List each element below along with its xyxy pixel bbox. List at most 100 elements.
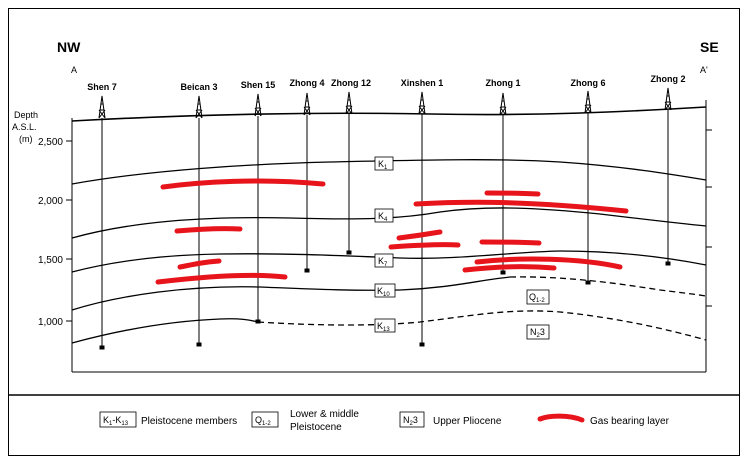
derrick-icon — [98, 95, 106, 119]
well-label-zhong-2: Zhong 2 — [651, 74, 686, 84]
horizon-k7-line — [71, 250, 707, 273]
well-label-shen-7: Shen 7 — [87, 82, 117, 92]
svg-text:K1-K13: K1-K13 — [103, 415, 129, 427]
well-zhong-6 — [584, 90, 592, 285]
horizon-k1-line — [71, 159, 707, 185]
well-label-zhong-6: Zhong 6 — [571, 78, 606, 88]
legend-q-text-line2: Pleistocene — [290, 422, 342, 433]
horizon-k13-line — [71, 318, 259, 344]
gas-layer — [388, 242, 461, 250]
y-axis-label-line3: (m) — [19, 134, 33, 144]
horizon-label-k13: K13 — [374, 318, 396, 333]
well-xinshen-1 — [418, 91, 426, 347]
y-axis-label-line2: A.S.L. — [12, 122, 37, 132]
section-end-left: A — [71, 65, 77, 75]
gas-layers — [155, 178, 629, 285]
svg-text:K1: K1 — [378, 159, 388, 171]
derrick-icon — [195, 95, 203, 119]
derrick-icon — [254, 93, 262, 117]
direction-right-label: SE — [700, 39, 719, 55]
well-td-marker — [419, 342, 425, 347]
svg-text:Q1-2: Q1-2 — [529, 292, 545, 304]
well-beican-3 — [195, 95, 203, 347]
y-axis-label-line1: Depth — [14, 110, 38, 120]
well-zhong-2 — [664, 87, 672, 266]
y-tick-label-1500: 1,500 — [38, 255, 63, 266]
gas-layer — [462, 264, 557, 273]
svg-text:N23: N23 — [403, 415, 418, 427]
legend-gas-swatch — [537, 413, 585, 423]
horizon-k13-dashed — [257, 310, 707, 341]
well-td-marker — [500, 270, 506, 275]
svg-text:K7: K7 — [378, 256, 388, 268]
legend-k-text: Pleistocene members — [141, 416, 237, 427]
unit-label-q12: Q1-2 — [526, 289, 550, 305]
y-tick-label-2500: 2,500 — [38, 137, 63, 148]
well-label-shen-15: Shen 15 — [241, 80, 276, 90]
legend-gas-entry: Gas bearing layer — [537, 413, 670, 427]
well-label-zhong-1: Zhong 1 — [486, 78, 521, 88]
y-tick-label-1000: 1,000 — [38, 317, 63, 328]
figure-frame — [8, 8, 740, 456]
svg-text:K4: K4 — [378, 211, 388, 223]
legend-q-box — [251, 411, 279, 428]
horizon-label-k7: K7 — [374, 253, 394, 268]
well-td-marker — [196, 342, 202, 347]
well-shen-15 — [254, 93, 262, 324]
legend-q-text-line1: Lower & middle — [290, 409, 359, 420]
y-tick-label-2000: 2,000 — [38, 196, 63, 207]
legend-n-entry: N23 Upper Pliocene — [399, 411, 502, 428]
derrick-icon — [418, 91, 426, 115]
legend-gas-text: Gas bearing layer — [590, 416, 670, 427]
well-zhong-1 — [499, 92, 507, 275]
well-zhong-4 — [303, 92, 311, 273]
svg-text:K10: K10 — [377, 286, 390, 298]
gas-layer — [413, 199, 629, 214]
horizon-k10-line — [71, 276, 511, 311]
legend-q-entry: Q1-2 Lower & middle Pleistocene — [251, 409, 359, 433]
well-td-marker — [665, 261, 671, 266]
gas-layer — [155, 272, 288, 285]
well-label-zhong-12: Zhong 12 — [331, 78, 371, 88]
legend-k-box — [99, 411, 137, 428]
gas-layer — [484, 190, 541, 197]
well-label-zhong-4: Zhong 4 — [290, 78, 325, 88]
horizon-label-k10: K10 — [374, 283, 396, 298]
svg-text:Q1-2: Q1-2 — [255, 415, 271, 427]
gas-layer — [160, 178, 326, 190]
horizon-label-k1: K1 — [374, 156, 394, 171]
gas-layer — [174, 226, 243, 234]
svg-text:N23: N23 — [530, 327, 545, 339]
well-zhong-12 — [345, 91, 353, 255]
derrick-icon — [664, 87, 672, 111]
direction-left-label: NW — [57, 39, 81, 55]
well-shen-7 — [98, 95, 106, 350]
horizon-k4-line — [71, 207, 707, 239]
legend-n-box — [399, 411, 425, 428]
well-td-marker — [304, 268, 310, 273]
derrick-icon — [303, 92, 311, 116]
horizon-label-k4: K4 — [374, 208, 394, 223]
gas-layer — [474, 256, 623, 270]
svg-text:K13: K13 — [377, 321, 390, 333]
well-label-xinshen-1: Xinshen 1 — [401, 78, 444, 88]
well-td-marker — [585, 280, 591, 285]
well-td-marker — [255, 319, 261, 324]
legend-n-text: Upper Pliocene — [433, 416, 502, 427]
derrick-icon — [584, 90, 592, 114]
gas-layer — [177, 258, 222, 270]
gas-layer — [396, 229, 443, 241]
well-td-marker — [99, 345, 105, 350]
gas-layer — [479, 239, 542, 246]
horizon-k10-dashed — [509, 276, 707, 297]
section-end-right: A' — [700, 65, 708, 75]
derrick-icon — [499, 92, 507, 116]
legend-k-entry: K1-K13 Pleistocene members — [99, 411, 237, 428]
unit-label-n23: N23 — [526, 324, 550, 340]
derrick-icon — [345, 91, 353, 115]
well-td-marker — [346, 250, 352, 255]
well-label-beican-3: Beican 3 — [180, 82, 217, 92]
ground-surface — [71, 106, 707, 122]
